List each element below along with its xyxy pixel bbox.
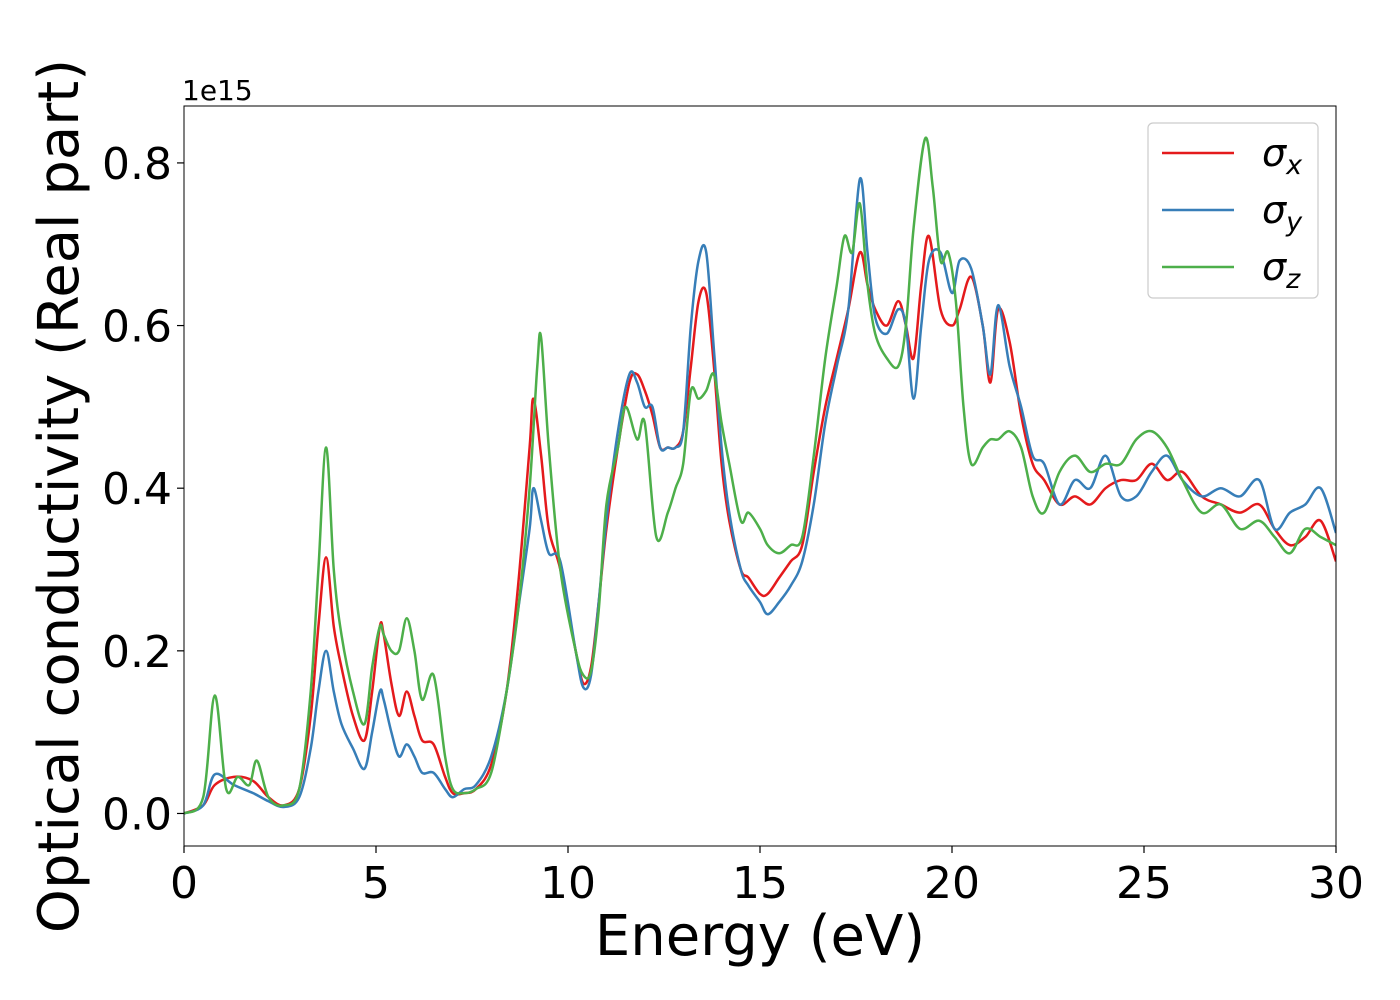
x-axis: 0 5 10 15 20 25 30 (170, 846, 1364, 909)
series-line-x (184, 234, 1336, 815)
series-line-z (184, 136, 1336, 815)
legend-label-x: σx (1262, 131, 1303, 181)
y-tick-label: 0.0 (102, 789, 172, 840)
series-line-y (184, 177, 1336, 815)
x-tick-label: 0 (170, 858, 198, 909)
x-axis-title: Energy (eV) (595, 904, 925, 969)
y-tick-label: 0.4 (102, 464, 172, 515)
x-tick-label: 25 (1116, 858, 1172, 909)
x-tick-label: 10 (540, 858, 596, 909)
y-axis-title: Optical conductivity (Real part) (27, 59, 92, 933)
x-tick-label: 15 (732, 858, 788, 909)
x-tick-label: 5 (362, 858, 390, 909)
y-axis: 0.0 0.2 0.4 0.6 0.8 (102, 139, 184, 840)
x-tick-label: 30 (1308, 858, 1364, 909)
legend: σx σy σz (1147, 122, 1319, 299)
y-tick-label: 0.2 (102, 627, 172, 678)
y-tick-label: 0.6 (102, 302, 172, 353)
y-tick-label: 0.8 (102, 139, 172, 190)
series-layer (184, 136, 1336, 815)
legend-label-y: σy (1262, 188, 1303, 238)
x-tick-label: 20 (924, 858, 980, 909)
legend-label-z: σz (1262, 245, 1301, 295)
y-axis-offset-label: 1e15 (182, 74, 253, 107)
